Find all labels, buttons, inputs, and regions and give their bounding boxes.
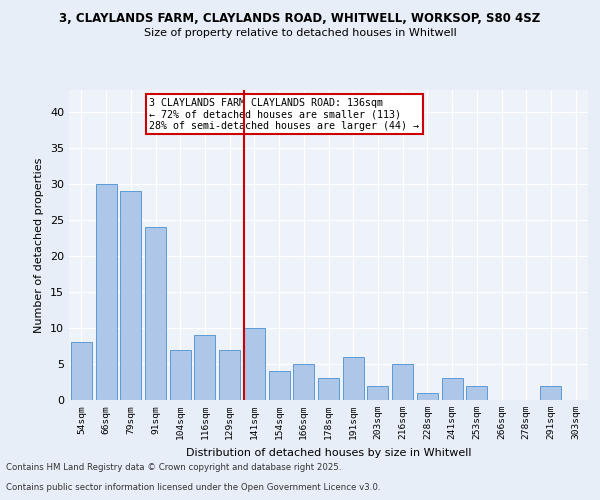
Y-axis label: Number of detached properties: Number of detached properties	[34, 158, 44, 332]
Bar	[145, 227, 166, 400]
Bar	[367, 386, 388, 400]
Text: Contains HM Land Registry data © Crown copyright and database right 2025.: Contains HM Land Registry data © Crown c…	[6, 464, 341, 472]
Bar	[392, 364, 413, 400]
X-axis label: Distribution of detached houses by size in Whitwell: Distribution of detached houses by size …	[186, 448, 471, 458]
Bar	[244, 328, 265, 400]
Text: 3 CLAYLANDS FARM CLAYLANDS ROAD: 136sqm
← 72% of detached houses are smaller (11: 3 CLAYLANDS FARM CLAYLANDS ROAD: 136sqm …	[149, 98, 419, 131]
Bar	[343, 356, 364, 400]
Bar	[541, 386, 562, 400]
Bar	[269, 371, 290, 400]
Bar	[194, 335, 215, 400]
Bar	[219, 350, 240, 400]
Bar	[71, 342, 92, 400]
Text: 3, CLAYLANDS FARM, CLAYLANDS ROAD, WHITWELL, WORKSOP, S80 4SZ: 3, CLAYLANDS FARM, CLAYLANDS ROAD, WHITW…	[59, 12, 541, 26]
Bar	[318, 378, 339, 400]
Bar	[95, 184, 116, 400]
Bar	[170, 350, 191, 400]
Text: Contains public sector information licensed under the Open Government Licence v3: Contains public sector information licen…	[6, 484, 380, 492]
Bar	[466, 386, 487, 400]
Bar	[417, 393, 438, 400]
Bar	[120, 191, 141, 400]
Bar	[442, 378, 463, 400]
Text: Size of property relative to detached houses in Whitwell: Size of property relative to detached ho…	[143, 28, 457, 38]
Bar	[293, 364, 314, 400]
